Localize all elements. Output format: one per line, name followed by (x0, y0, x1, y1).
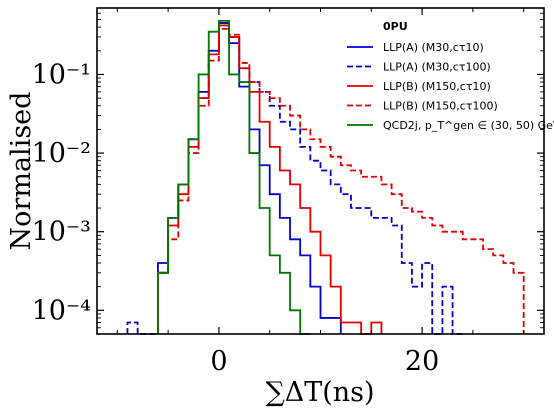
x-tick-label: 0 (210, 346, 227, 377)
y-tick-label: 10⁻³ (32, 217, 91, 248)
legend-entry-4: LLP(B) (M150,cτ100) (383, 100, 498, 113)
legend-entry-5: QCD2j, p_T^gen ∈ (30, 50) GeV (383, 119, 554, 132)
y-tick-label: 10⁻⁴ (32, 295, 91, 326)
series-line-3 (157, 24, 383, 335)
y-tick-label: 10⁻² (32, 138, 91, 169)
series-line-5 (157, 19, 311, 335)
legend-entry-2: LLP(A) (M30,cτ100) (383, 61, 491, 74)
y-axis-label: Normalised (6, 92, 37, 251)
x-tick-label: 20 (405, 346, 439, 377)
legend-entry-1: LLP(A) (M30,cτ10) (383, 41, 484, 54)
y-tick-label: 10⁻¹ (32, 59, 91, 90)
x-axis-label: ∑ΔT(ns) (265, 377, 374, 408)
legend: 0PU LLP(A) (M30,cτ10) LLP(A) (M30,cτ100) L… (347, 20, 554, 132)
series-line-4 (157, 27, 525, 334)
plot-background (97, 8, 544, 334)
plot-frame (96, 7, 545, 335)
series-layer (126, 19, 525, 335)
legend-title: 0PU (383, 20, 408, 33)
ticks-layer: 0 20 10⁻⁴ 10⁻³ 10⁻² 10⁻¹ (32, 8, 544, 377)
legend-entry-3: LLP(B) (M150,cτ10) (383, 80, 491, 93)
